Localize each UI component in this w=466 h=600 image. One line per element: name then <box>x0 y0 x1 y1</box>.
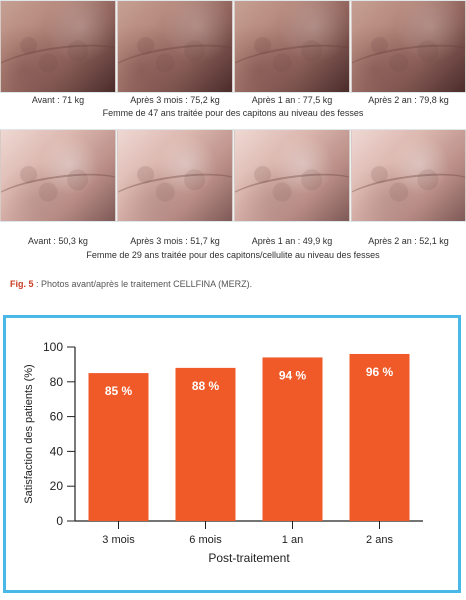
photo-row-1-description: Femme de 47 ans traitée pour des capiton… <box>102 108 364 118</box>
photo-row-1-after-2-years <box>351 1 466 92</box>
bar-2-ans <box>349 353 410 521</box>
x-tick-label: 2 ans <box>366 534 393 546</box>
figure-label: Fig. 5 <box>10 279 34 289</box>
satisfaction-bar-chart: 0 20 40 60 80 100 85 % 3 mois 88 % 6 mois 94 % 1 an… <box>23 340 423 565</box>
y-tick-label: 100 <box>43 340 63 354</box>
photo-row-1-caption-1: Avant : 71 kg <box>31 95 85 105</box>
photo-row-2-after-2-years <box>351 130 466 221</box>
y-tick-label: 0 <box>56 514 63 528</box>
photo-row-1-before <box>0 1 116 92</box>
photo-row-1-after-3-months <box>117 1 233 92</box>
x-tick-label: 1 an <box>282 534 303 546</box>
y-tick-label: 60 <box>50 410 64 424</box>
bar-6-mois <box>175 367 236 521</box>
photo-row-2-after-3-months <box>117 130 233 221</box>
bar-3-mois <box>88 373 149 521</box>
photo-row-1-caption-3: Après 1 an : 77,5 kg <box>251 95 333 105</box>
photo-row-2-description: Femme de 29 ans traitée pour des capiton… <box>86 250 380 260</box>
y-tick-label: 40 <box>50 444 64 458</box>
bar-value-label: 96 % <box>366 365 394 379</box>
photo-row-2-caption-4: Après 2 an : 52,1 kg <box>368 236 449 246</box>
photo-row-2-caption-2: Après 3 mois : 51,7 kg <box>130 236 220 246</box>
photo-row-2 <box>0 129 466 222</box>
y-axis-label: Satisfaction des patients (%) <box>23 364 35 503</box>
photo-row-2-before <box>0 130 116 221</box>
photo-row-1-caption-2: Après 3 mois : 75,2 kg <box>130 95 220 105</box>
figure-caption-text: : Photos avant/après le traitement CELLF… <box>33 279 253 289</box>
y-tick-label: 20 <box>50 479 64 493</box>
photo-row-1 <box>0 0 466 93</box>
bar-1-an <box>262 357 323 521</box>
x-tick-label: 3 mois <box>102 534 135 546</box>
figure-caption: Fig. 5 : Photos avant/après le traitemen… <box>10 279 252 290</box>
bar-value-label: 85 % <box>105 384 133 398</box>
bar-value-label: 94 % <box>279 368 307 382</box>
bar-value-label: 88 % <box>192 379 220 393</box>
chart-frame: 0 20 40 60 80 100 85 % 3 mois 88 % 6 mois 94 % 1 an… <box>3 315 461 593</box>
y-tick-label: 80 <box>50 375 64 389</box>
photo-row-2-after-1-year <box>234 130 350 221</box>
photo-row-2-caption-1: Avant : 50,3 kg <box>28 236 88 246</box>
x-tick-label: 6 mois <box>189 534 222 546</box>
x-axis-label: Post-traitement <box>208 551 290 565</box>
photo-row-1-caption-4: Après 2 an : 79,8 kg <box>368 95 449 105</box>
photo-row-1-after-1-year <box>234 1 350 92</box>
photo-row-2-caption-3: Après 1 an : 49,9 kg <box>251 236 333 246</box>
